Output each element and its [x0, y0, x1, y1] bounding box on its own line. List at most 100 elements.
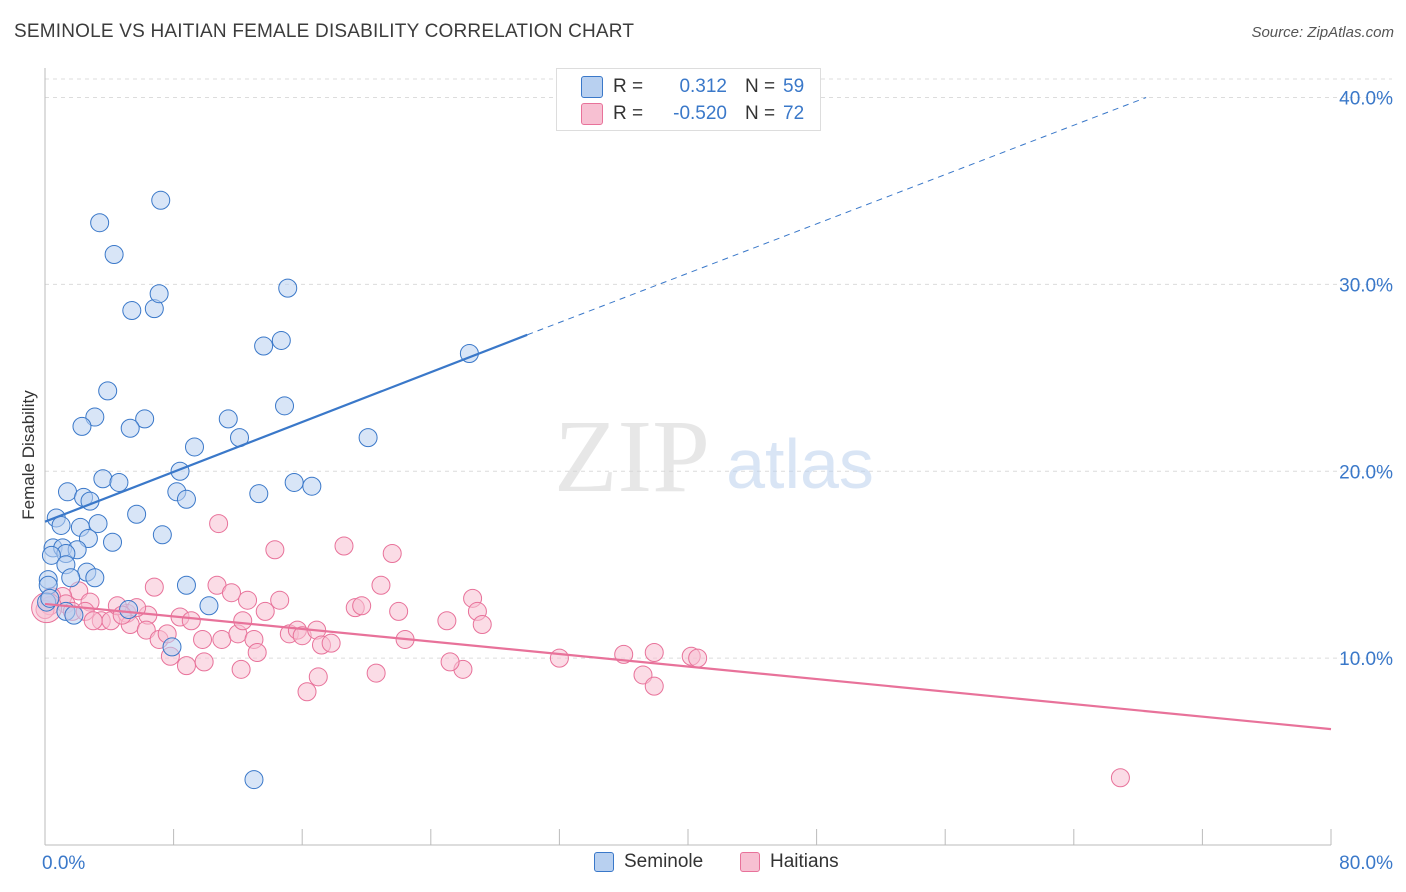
y-tick-label: 10.0% [1339, 649, 1393, 670]
data-point [104, 244, 124, 264]
y-tick-label: 20.0% [1339, 462, 1393, 483]
data-point [78, 529, 98, 549]
data-point [41, 545, 61, 565]
data-point [644, 643, 664, 663]
r-label: R = [613, 103, 644, 124]
r-value: 0.312 [679, 76, 727, 97]
stats-legend: R = 0.312 N = 59 R = -0.520 N = 72 [556, 68, 821, 131]
seminole-swatch [581, 76, 603, 98]
data-point [382, 543, 402, 563]
data-point [181, 611, 201, 631]
data-point [238, 590, 258, 610]
data-point [109, 472, 129, 492]
data-point [278, 278, 298, 298]
n-value: 72 [783, 103, 805, 124]
data-point [162, 637, 182, 657]
data-point [176, 575, 196, 595]
data-point [255, 601, 275, 621]
trend-line-seminole [44, 333, 528, 523]
chart-title: SEMINOLE VS HAITIAN FEMALE DISABILITY CO… [14, 21, 635, 42]
chart-legend: Seminole Haitians [0, 851, 1406, 879]
series-seminole [37, 190, 479, 790]
series-haitians [31, 514, 1130, 788]
data-point [152, 525, 172, 545]
trend-line-seminole-extension [527, 97, 1147, 336]
n-label: N = [745, 103, 776, 124]
data-point [644, 676, 664, 696]
watermark: ZIP atlas [554, 399, 874, 514]
data-point [371, 575, 391, 595]
data-point [352, 596, 372, 616]
data-point [284, 472, 304, 492]
legend-item-seminole[interactable]: Seminole [594, 851, 703, 873]
data-point [221, 583, 241, 603]
data-point [83, 611, 103, 631]
data-point [176, 656, 196, 676]
data-point [120, 418, 140, 438]
data-point [271, 330, 291, 350]
data-point [176, 489, 196, 509]
data-point [254, 336, 274, 356]
data-point [127, 504, 147, 524]
data-point [184, 437, 204, 457]
data-point [64, 605, 84, 625]
data-point [249, 484, 269, 504]
haitians-swatch [581, 103, 603, 125]
stats-row-haitians: R = -0.520 N = 72 [581, 100, 804, 128]
data-point [275, 396, 295, 416]
r-value: -0.520 [673, 103, 727, 124]
data-point [358, 428, 378, 448]
r-label: R = [613, 76, 644, 97]
x-tick-label: 80.0% [1339, 853, 1393, 874]
data-point [265, 540, 285, 560]
n-value: 59 [783, 76, 805, 97]
data-point [212, 629, 232, 649]
data-point [98, 381, 118, 401]
data-point [103, 532, 123, 552]
seminole-legend-swatch [594, 852, 614, 872]
y-tick-label: 30.0% [1339, 275, 1393, 296]
legend-label-seminole: Seminole [624, 851, 704, 872]
data-point [308, 667, 328, 687]
data-point [151, 190, 171, 210]
data-point [321, 633, 341, 653]
data-point [119, 600, 139, 620]
watermark-zip: ZIP [554, 399, 710, 514]
data-point [231, 659, 251, 679]
source-label: Source: ZipAtlas.com [1251, 24, 1394, 41]
trend-lines [44, 97, 1332, 731]
data-point [85, 568, 105, 588]
legend-item-haitians[interactable]: Haitians [740, 851, 839, 873]
data-point [135, 409, 155, 429]
data-point [40, 588, 60, 608]
data-point [297, 682, 317, 702]
data-point [688, 648, 708, 668]
data-point [233, 611, 253, 631]
data-point [90, 213, 110, 233]
data-point [633, 665, 653, 685]
data-point [247, 643, 267, 663]
data-point [193, 629, 213, 649]
data-point [244, 770, 264, 790]
data-point [218, 409, 238, 429]
data-point [122, 301, 142, 321]
data-point [93, 469, 113, 489]
y-tick-label: 40.0% [1339, 89, 1393, 110]
data-point [389, 601, 409, 621]
haitians-legend-swatch [740, 852, 760, 872]
data-point [136, 620, 156, 640]
data-point [72, 416, 92, 436]
data-point [1110, 768, 1130, 788]
watermark-atlas: atlas [726, 425, 874, 503]
axes [44, 68, 1332, 846]
data-point [88, 514, 108, 534]
data-point [549, 648, 569, 668]
data-point [85, 407, 105, 427]
data-point [302, 476, 322, 496]
data-point [334, 536, 354, 556]
data-point [51, 515, 71, 535]
data-point [61, 568, 81, 588]
data-point [366, 663, 386, 683]
trend-line-haitians [44, 602, 1332, 731]
